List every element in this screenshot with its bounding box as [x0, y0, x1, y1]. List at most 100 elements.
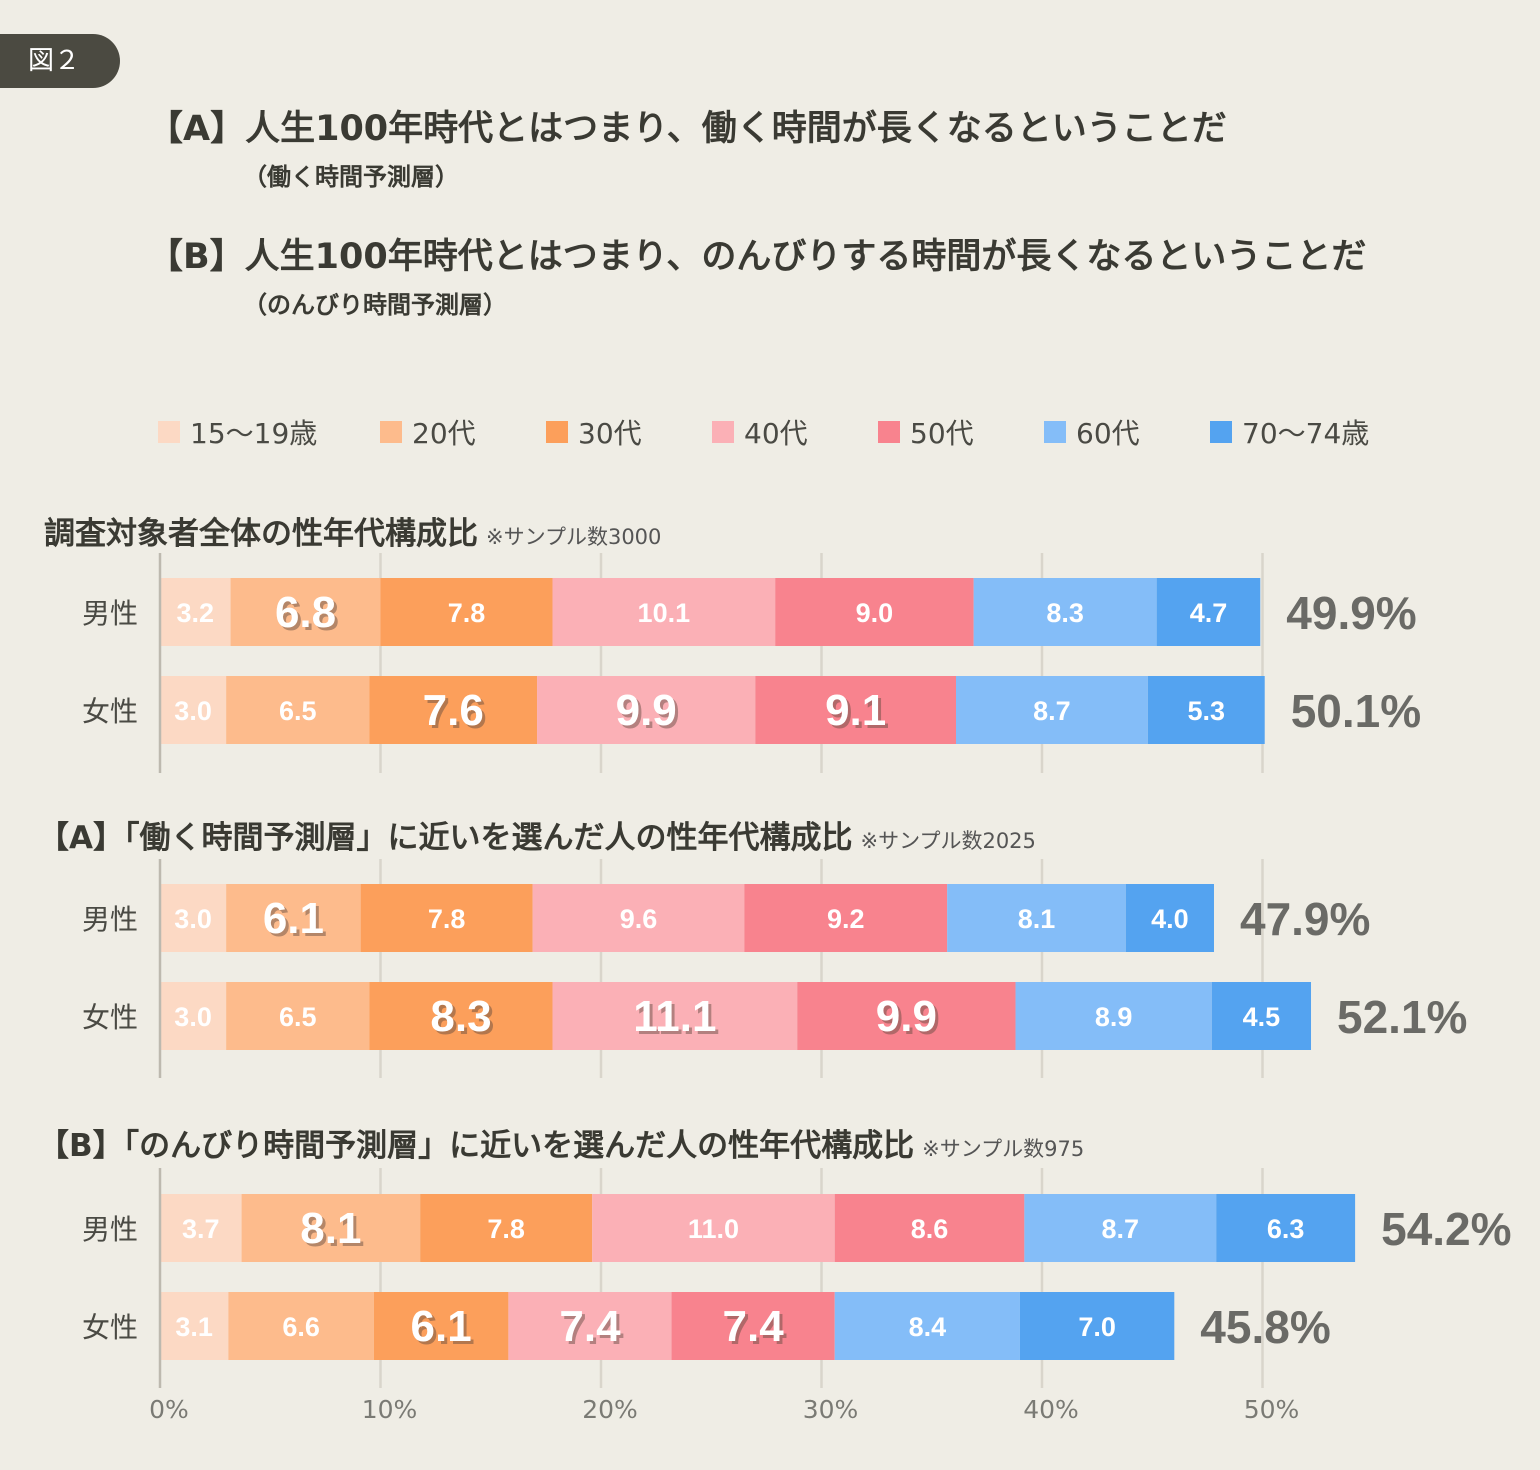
data-label: 11.1	[633, 992, 716, 1041]
bar-segment	[834, 1292, 1020, 1360]
bar-segment	[834, 1194, 1025, 1262]
data-label-shadow: 7.4	[726, 1305, 788, 1354]
data-label: 7.8	[428, 904, 466, 934]
definition-b: 【B】人生100年時代とはつまり、のんびりする時間が長くなるということだ （のん…	[148, 228, 1366, 320]
bar-segment	[797, 982, 1016, 1050]
bar-segment	[230, 578, 381, 646]
data-label-shadow: 7.6	[426, 689, 487, 738]
legend-swatch	[380, 421, 402, 443]
legend-item-20s: 20代	[380, 412, 476, 452]
data-label: 10.1	[638, 598, 691, 628]
bar-segment	[226, 884, 361, 952]
data-label: 3.0	[174, 904, 212, 934]
section-title-text: 調査対象者全体の性年代構成比	[44, 516, 478, 552]
legend-label: 40代	[744, 417, 808, 450]
bar-segment	[160, 1292, 229, 1360]
bar-segment	[1156, 578, 1261, 646]
data-label: 8.3	[1046, 598, 1084, 628]
legend-label: 20代	[412, 417, 476, 450]
bar-segment	[508, 1292, 672, 1360]
bar-segment	[537, 676, 756, 744]
x-tick-label: 10%	[362, 1395, 418, 1424]
data-label: 6.3	[1267, 1214, 1305, 1244]
legend-item-15-19: 15〜19歳	[158, 412, 317, 452]
data-label: 3.0	[174, 696, 212, 726]
row-total: 54.2%	[1381, 1203, 1511, 1255]
bar-segment	[160, 578, 231, 646]
legend-swatch	[1210, 421, 1232, 443]
section-title-text: 【A】「働く時間予測層」に近いを選んだ人の性年代構成比	[38, 820, 853, 856]
bar-segment	[671, 1292, 835, 1360]
bar-segment	[1024, 1194, 1217, 1262]
data-label-shadow: 6.8	[278, 591, 339, 640]
bar-segment	[160, 1194, 242, 1262]
data-label: 9.0	[856, 598, 894, 628]
bar-segment	[241, 1194, 421, 1262]
data-label: 8.7	[1033, 696, 1071, 726]
data-label: 4.7	[1190, 598, 1228, 628]
sample-note: ※サンプル数2025	[860, 829, 1036, 853]
legend-label: 15〜19歳	[190, 417, 318, 450]
data-label: 6.5	[279, 696, 317, 726]
bar-segment	[160, 884, 227, 952]
legend-swatch	[712, 421, 734, 443]
bar-segment	[592, 1194, 835, 1262]
bar-segment	[744, 884, 948, 952]
data-label-shadow: 6.1	[266, 897, 327, 946]
legend-label: 30代	[578, 417, 642, 450]
bar-segment	[1211, 982, 1312, 1050]
legend-swatch	[1044, 421, 1066, 443]
bar-segment	[532, 884, 745, 952]
data-label: 7.4	[723, 1302, 785, 1351]
sample-note: ※サンプル数3000	[486, 525, 662, 549]
row-total: 50.1%	[1291, 685, 1421, 737]
data-label: 3.7	[182, 1214, 220, 1244]
data-label: 8.3	[430, 992, 491, 1041]
bar-segment	[369, 982, 553, 1050]
data-label: 4.0	[1151, 904, 1189, 934]
data-label-shadow: 11.1	[636, 995, 719, 1044]
x-tick-label: 0%	[149, 1395, 189, 1424]
data-label: 11.0	[688, 1214, 739, 1244]
legend-item-70-74: 70〜74歳	[1210, 412, 1369, 452]
bar-segment	[373, 1292, 509, 1360]
row-label: 女性	[82, 695, 138, 728]
bar-segment	[360, 884, 533, 952]
bar-segment	[552, 578, 776, 646]
bar-segment	[775, 578, 974, 646]
bar-segment	[226, 676, 370, 744]
data-label: 9.2	[827, 904, 865, 934]
definition-b-sub: （のんびり時間予測層）	[243, 291, 507, 319]
legend-swatch	[878, 421, 900, 443]
data-label: 9.6	[620, 904, 658, 934]
row-total: 47.9%	[1240, 893, 1370, 945]
data-label: 3.2	[177, 598, 215, 628]
x-tick-label: 40%	[1023, 1395, 1079, 1424]
data-label: 8.4	[909, 1312, 947, 1342]
bar-segment	[420, 1194, 593, 1262]
section-title-all: 調査対象者全体の性年代構成比 ※サンプル数3000	[44, 508, 661, 553]
data-label-shadow: 9.9	[879, 995, 940, 1044]
row-total: 52.1%	[1337, 991, 1467, 1043]
definition-a-sub: （働く時間予測層）	[243, 163, 459, 191]
bar-segment	[1147, 676, 1265, 744]
data-label: 9.1	[825, 686, 886, 735]
row-label: 男性	[82, 1213, 138, 1246]
legend: 15〜19歳 20代 30代 40代 50代 60代 70〜74歳	[0, 412, 1540, 452]
legend-swatch	[158, 421, 180, 443]
sample-note: ※サンプル数975	[922, 1137, 1085, 1161]
legend-swatch	[546, 421, 568, 443]
bar-segment	[1019, 1292, 1175, 1360]
figure-label: 図２	[0, 34, 120, 88]
section-title-a: 【A】「働く時間予測層」に近いを選んだ人の性年代構成比 ※サンプル数2025	[38, 812, 1036, 857]
bar-segment	[160, 676, 227, 744]
row-label: 女性	[82, 1311, 138, 1344]
section-title-b: 【B】「のんびり時間予測層」に近いを選んだ人の性年代構成比 ※サンプル数975	[38, 1120, 1084, 1165]
data-label: 6.1	[411, 1302, 472, 1351]
data-label-shadow: 6.1	[414, 1305, 475, 1354]
bar-segment	[228, 1292, 374, 1360]
legend-item-30s: 30代	[546, 412, 642, 452]
data-label-shadow: 8.3	[433, 995, 494, 1044]
legend-item-40s: 40代	[712, 412, 808, 452]
